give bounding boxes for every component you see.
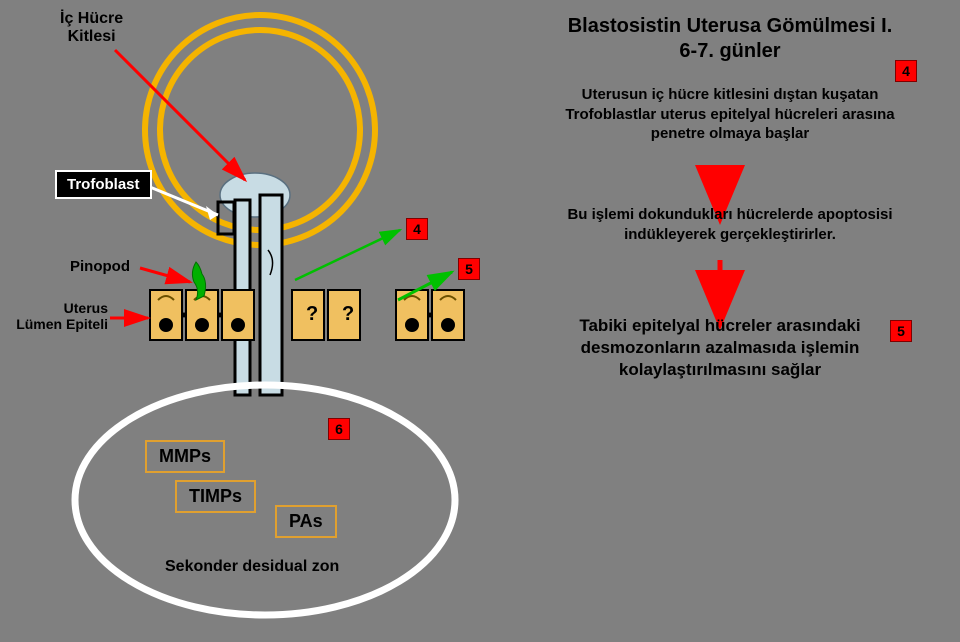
label-trofoblast: Trofoblast <box>55 170 152 199</box>
green-arrow-4 <box>295 230 400 280</box>
box-pas: PAs <box>275 505 337 538</box>
arrow-pinopod <box>140 268 190 282</box>
trofoblast-cell <box>218 202 234 234</box>
arrow-ic-hucre <box>115 50 245 180</box>
badge-6: 6 <box>328 418 350 440</box>
paragraph-2: Bu işlemi dokundukları hücrelerde apopto… <box>540 205 920 244</box>
decidual-zone-oval <box>75 385 455 615</box>
inner-cell-mass <box>220 173 290 217</box>
label-sekonder: Sekonder desidual zon <box>165 558 339 576</box>
svg-text:?: ? <box>306 303 318 325</box>
label-uterus-epitel: UterusLümen Epiteli <box>8 300 108 332</box>
zona-ring-inner <box>160 30 360 230</box>
title-line1: Blastosistin Uterusa Gömülmesi I. <box>520 15 940 38</box>
badge-4-right: 4 <box>895 60 917 82</box>
pinopod-shape <box>192 262 205 300</box>
arrow-trofoblast <box>145 185 218 215</box>
label-ic-hucre: İç HücreKitlesi <box>60 10 123 46</box>
badge-5-right: 5 <box>890 320 912 342</box>
epithelium-cells: ? ? <box>150 290 464 340</box>
svg-text:?: ? <box>342 303 354 325</box>
badge-4-left: 4 <box>406 218 428 240</box>
paragraph-3: Tabiki epitelyal hücreler arasındaki des… <box>560 315 880 381</box>
box-timps: TIMPs <box>175 480 256 513</box>
column-2 <box>260 195 282 395</box>
badge-5-left: 5 <box>458 258 480 280</box>
label-pinopod: Pinopod <box>70 258 130 275</box>
title-line2: 6-7. günler <box>520 40 940 63</box>
green-arrow-5 <box>398 272 452 300</box>
paragraph-1: Uterusun iç hücre kitlesini dıştan kuşat… <box>540 85 920 144</box>
zona-ring-outer <box>145 15 375 245</box>
column-1 <box>235 200 250 395</box>
box-mmps: MMPs <box>145 440 225 473</box>
